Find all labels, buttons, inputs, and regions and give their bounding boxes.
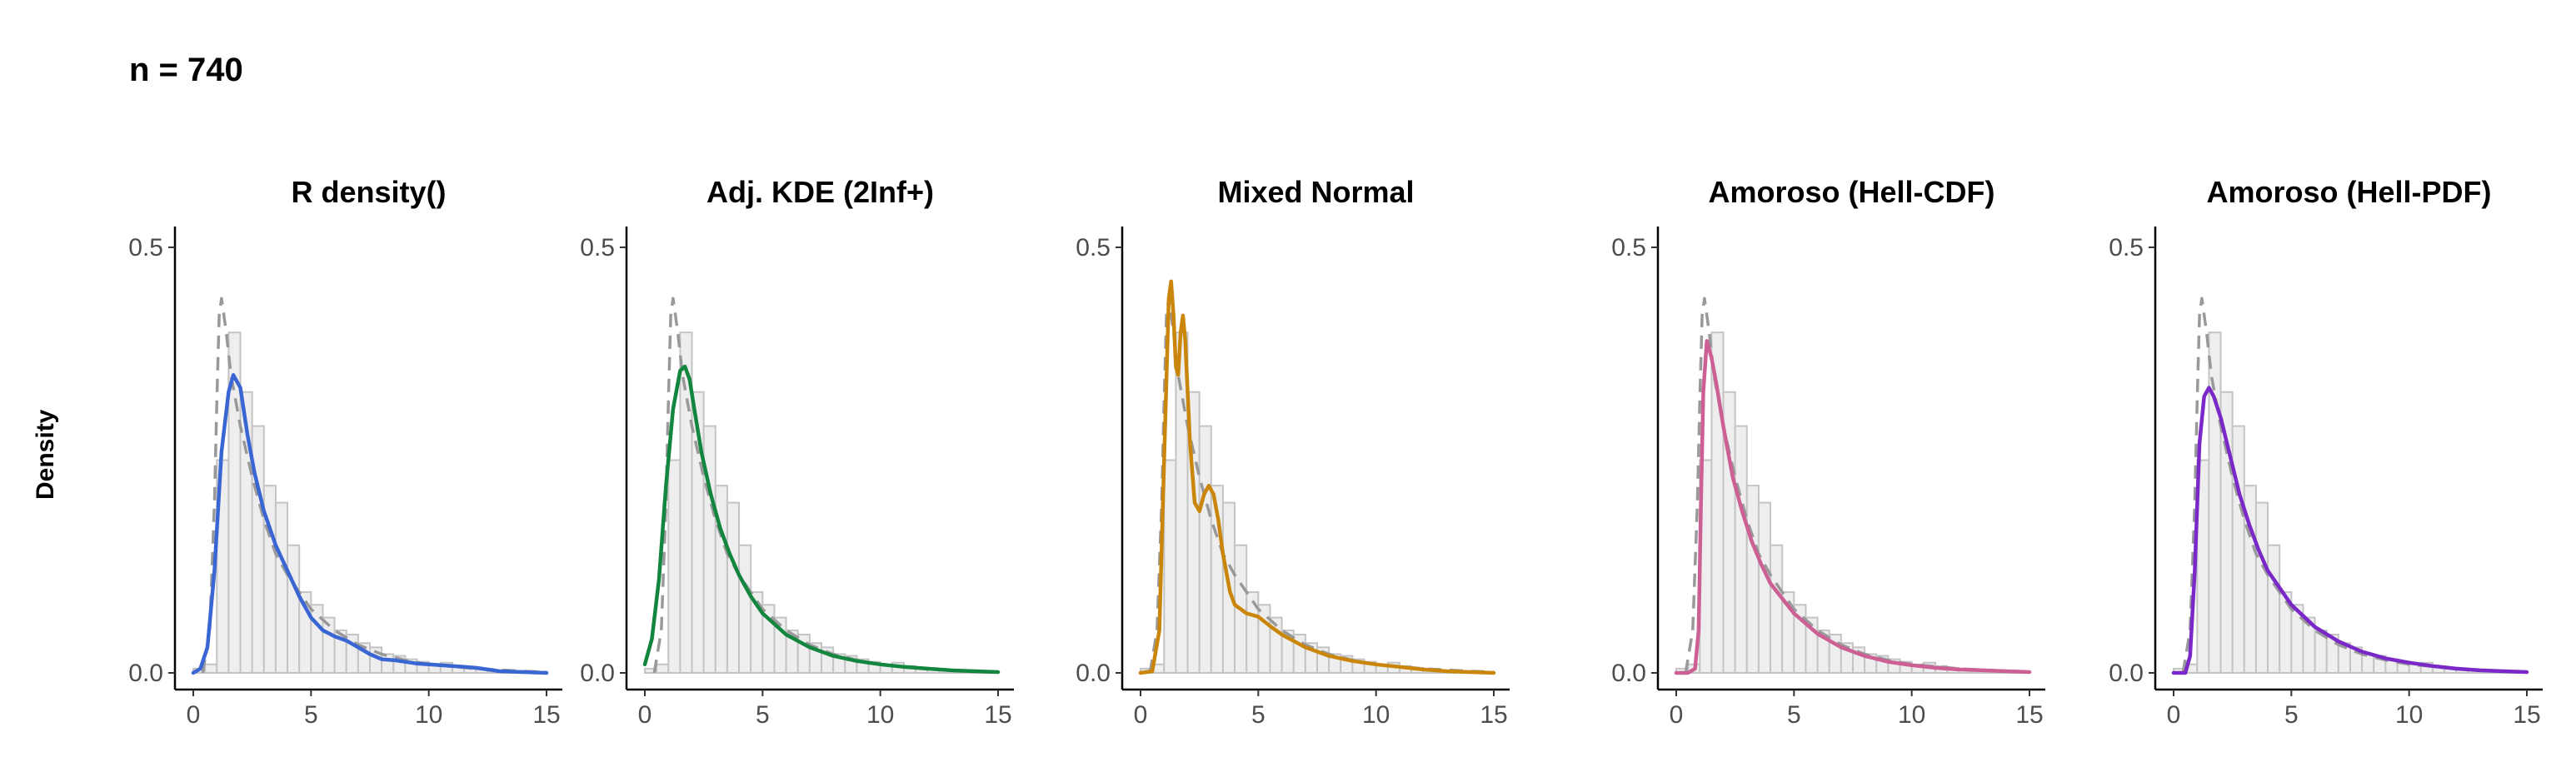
panel-2: Adj. KDE (2Inf+) 0.0 0.5 0 5 10 15	[580, 175, 1014, 729]
y-tick-label: 0.5	[128, 234, 163, 261]
page-title: n = 740	[129, 52, 243, 88]
histogram-bar	[726, 501, 741, 674]
panel-title: Amoroso (Hell-CDF)	[1709, 175, 1995, 209]
x-tick-label: 10	[2395, 701, 2423, 729]
x-tick-label: 5	[304, 701, 318, 729]
density-curve	[2171, 386, 2529, 675]
x-tick-label: 5	[2284, 701, 2299, 729]
y-tick-label: 0.5	[1076, 234, 1111, 261]
x-tick-label: 0	[2167, 701, 2181, 729]
x-tick-label: 15	[1480, 701, 1507, 729]
histogram-bar	[2267, 544, 2281, 675]
panel-title: Amoroso (Hell-PDF)	[2207, 175, 2492, 209]
reference-curve	[2181, 296, 2528, 674]
x-tick-label: 0	[187, 701, 201, 729]
panel-title: R density()	[291, 175, 446, 209]
histogram-bar	[656, 663, 670, 675]
x-tick-label: 10	[1898, 701, 1925, 729]
x-tick-label: 15	[2015, 701, 2043, 729]
x-tick-label: 15	[2513, 701, 2540, 729]
histogram-bar	[274, 501, 289, 674]
y-tick-label: 0.0	[1611, 660, 1646, 687]
histogram-bar	[1163, 459, 1177, 674]
x-tick-label: 0	[1670, 701, 1684, 729]
density-curve	[1674, 339, 2032, 675]
histogram-bar	[1198, 425, 1212, 674]
x-tick-label: 10	[866, 701, 894, 729]
histogram-bar	[667, 459, 681, 674]
x-tick-label: 5	[1787, 701, 1801, 729]
reference-curve	[1684, 296, 2030, 674]
histogram-bar	[1757, 501, 1772, 674]
y-tick-label: 0.0	[580, 660, 615, 687]
histogram-bar	[1745, 485, 1760, 674]
histogram-bar	[738, 544, 752, 675]
density-curve	[191, 373, 549, 675]
x-tick-label: 15	[532, 701, 560, 729]
histogram-bar	[310, 604, 324, 674]
density-curve	[642, 364, 1001, 675]
histogram-bar	[2231, 425, 2245, 674]
histogram-bar	[1770, 544, 1784, 675]
y-tick-label: 0.5	[580, 234, 615, 261]
x-tick-label: 15	[984, 701, 1011, 729]
y-tick-label: 0.5	[1611, 234, 1646, 261]
x-tick-label: 0	[638, 701, 652, 729]
histogram-bar	[2208, 331, 2222, 674]
y-tick-label: 0.0	[2109, 660, 2144, 687]
histogram-bar	[2361, 653, 2375, 674]
reference-curve	[652, 296, 999, 674]
x-tick-label: 10	[415, 701, 442, 729]
y-tick-label: 0.5	[2109, 234, 2144, 261]
y-tick-label: 0.0	[1076, 660, 1111, 687]
histogram-bar	[2254, 501, 2269, 674]
y-tick-label: 0.0	[128, 660, 163, 687]
histogram-bar	[1734, 425, 1748, 674]
panel-3: Mixed Normal 0.0 0.5 0 5 10 15	[1076, 175, 1510, 729]
panel-title: Mixed Normal	[1217, 175, 1414, 209]
panel-4: Amoroso (Hell-CDF) 0.0 0.5 0 5 10 15	[1611, 175, 2045, 729]
x-tick-label: 0	[1134, 701, 1148, 729]
x-tick-label: 10	[1362, 701, 1390, 729]
histogram-bar	[381, 653, 395, 674]
histogram-bar	[287, 544, 301, 675]
x-tick-label: 5	[1251, 701, 1266, 729]
x-tick-label: 5	[756, 701, 770, 729]
panel-5: Amoroso (Hell-PDF) 0.0 0.5 0 5 10 15	[2109, 175, 2543, 729]
histogram-bar	[1257, 604, 1271, 674]
histogram-bar	[204, 663, 218, 675]
panel-title: Adj. KDE (2Inf+)	[706, 175, 934, 209]
reference-curve	[201, 296, 547, 674]
panel-1: R density() 0.0 0.5 0 5 10 15	[128, 175, 562, 729]
density-curve	[1138, 279, 1496, 675]
